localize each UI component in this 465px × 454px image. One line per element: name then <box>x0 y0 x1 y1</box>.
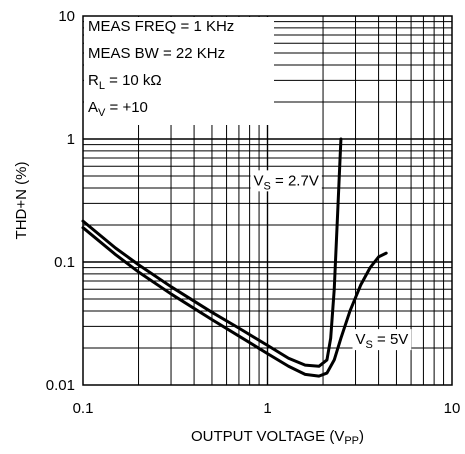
conditions-box <box>84 17 274 125</box>
series-line-2 <box>81 226 388 378</box>
x-axis-label: OUTPUT VOLTAGE (VPP) <box>191 428 364 447</box>
x-tick-label: 1 <box>263 400 271 417</box>
x-tick-label: 10 <box>444 400 461 417</box>
series-label-bg <box>250 170 322 192</box>
labels: 0.1 1 10 0.01 0.1 1 10 OUTPUT VOLTAGE (VPP) THD+… <box>13 8 460 447</box>
condition-text: MEAS BW = 22 KHz <box>88 45 225 62</box>
series-label-2: VS = 5V <box>356 331 409 351</box>
condition-text: AV = +10 <box>88 99 148 119</box>
condition-text: MEAS FREQ = 1 KHz <box>88 18 234 35</box>
condition-text: RL = 10 kΩ <box>88 72 162 92</box>
y-tick-label: 0.01 <box>46 377 75 394</box>
x-tick-label: 0.1 <box>73 400 94 417</box>
plot-frame <box>82 15 453 386</box>
y-tick-label: 10 <box>58 8 75 25</box>
y-tick-label: 0.1 <box>54 254 75 271</box>
series-label-1: VS = 2.7V <box>254 172 319 192</box>
series-label-bg <box>352 329 412 351</box>
series-lines <box>81 137 388 378</box>
y-tick-label: 1 <box>67 131 75 148</box>
series-line-1 <box>81 137 343 368</box>
y-axis-label: THD+N (%) <box>13 162 30 240</box>
